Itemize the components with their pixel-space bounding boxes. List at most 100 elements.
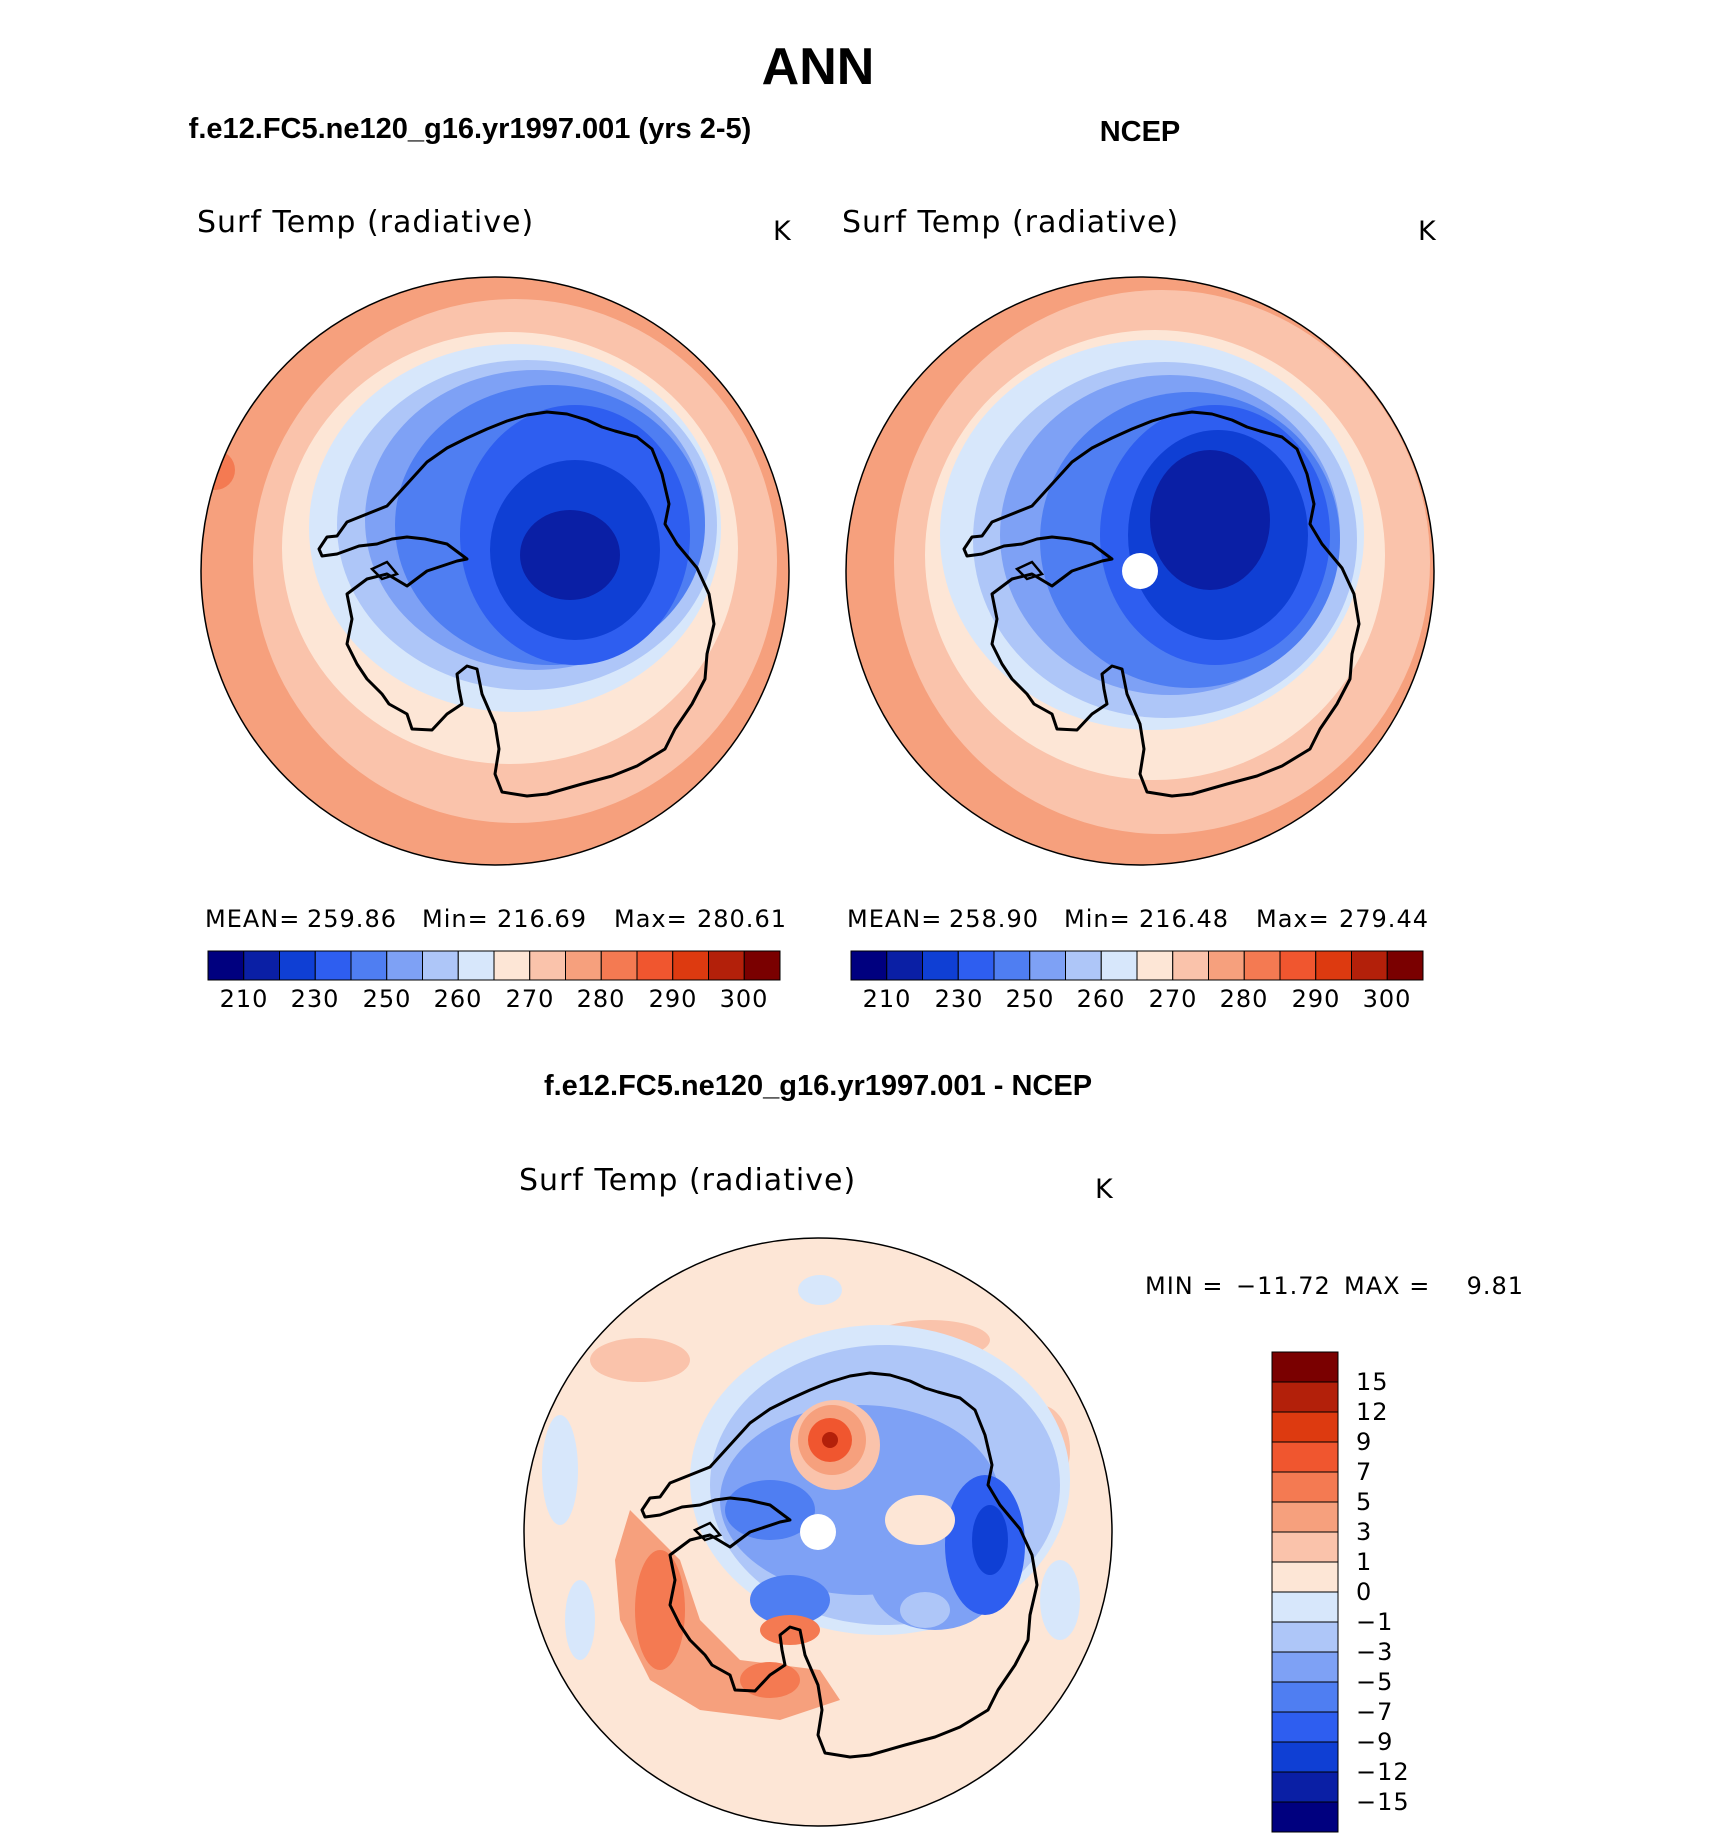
panel-b-map (845, 276, 1435, 866)
panel-c-min-label: MIN = (1145, 1272, 1223, 1300)
panel-a-mean-value: 259.86 (307, 905, 397, 933)
panel-a-colorbar-swatch (493, 950, 531, 981)
panel-c-colorbar-swatch (1271, 1771, 1339, 1803)
panel-b-colorbar (850, 950, 1424, 981)
panel-b-mean-label: MEAN= (847, 905, 942, 933)
panel-b-colorbar-label: 300 (1363, 985, 1412, 1013)
panel-c-colorbar-label: −3 (1356, 1638, 1393, 1666)
panel-c-colorbar-swatch (1271, 1471, 1339, 1503)
panel-c-units: K (1095, 1174, 1114, 1205)
panel-c-colorbar-label: −5 (1356, 1668, 1393, 1696)
panel-a-colorbar-swatch (207, 950, 245, 981)
panel-c-title: f.e12.FC5.ne120_g16.yr1997.001 - NCEP (544, 1070, 1092, 1102)
panel-a-colorbar-swatch (350, 950, 388, 981)
panel-a-colorbar (207, 950, 781, 981)
panel-b-max-value: 279.44 (1339, 905, 1429, 933)
panel-c-colorbar-label: 0 (1356, 1578, 1372, 1606)
panel-a-min-label: Min= (422, 905, 489, 933)
panel-b-colorbar-swatch (886, 950, 923, 981)
panel-b-colorbar-label: 280 (1220, 985, 1269, 1013)
panel-b-colorbar-swatch (1386, 950, 1424, 981)
panel-a-colorbar-swatch (386, 950, 423, 981)
panel-b-colorbar-swatch (1029, 950, 1066, 981)
panel-b-colorbar-label: 260 (1077, 985, 1126, 1013)
panel-c-colorbar-label: −1 (1356, 1608, 1393, 1636)
panel-a-title: f.e12.FC5.ne120_g16.yr1997.001 (yrs 2-5) (189, 113, 752, 145)
panel-a-units: K (773, 216, 792, 247)
panel-a-colorbar-label: 300 (720, 985, 769, 1013)
season-title: ANN (762, 38, 875, 96)
panel-c-colorbar-swatch (1271, 1591, 1339, 1623)
panel-b-max-label: Max= (1256, 905, 1330, 933)
panel-c-map (523, 1237, 1113, 1827)
panel-c-colorbar-swatch (1271, 1801, 1339, 1833)
panel-c-colorbar-swatch (1271, 1681, 1339, 1713)
panel-c-colorbar (1271, 1351, 1339, 1833)
panel-c-colorbar-swatch (1271, 1441, 1339, 1473)
panel-b-colorbar-swatch (1351, 950, 1388, 981)
panel-b-colorbar-swatch (1100, 950, 1138, 981)
panel-c-field-label: Surf Temp (radiative) (519, 1163, 856, 1198)
panel-c-min-value: −11.72 (1236, 1272, 1331, 1300)
panel-a-colorbar-label: 230 (291, 985, 340, 1013)
panel-b-colorbar-swatch (1208, 950, 1245, 981)
panel-b-min-label: Min= (1064, 905, 1131, 933)
panel-b-colorbar-swatch (850, 950, 888, 981)
panel-c-colorbar-swatch (1271, 1381, 1339, 1413)
panel-b-colorbar-swatch (922, 950, 959, 981)
panel-b-min-value: 216.48 (1139, 905, 1229, 933)
panel-a-colorbar-swatch (314, 950, 352, 981)
panel-a-colorbar-label: 290 (649, 985, 698, 1013)
panel-b-colorbar-swatch (957, 950, 995, 981)
panel-b-colorbar-swatch (993, 950, 1031, 981)
panel-c-colorbar-label: 1 (1356, 1548, 1372, 1576)
panel-a-field-label: Surf Temp (radiative) (197, 205, 534, 240)
panel-c-colorbar-swatch (1271, 1711, 1339, 1743)
panel-b-colorbar-label: 270 (1149, 985, 1198, 1013)
panel-a-colorbar-swatch (243, 950, 280, 981)
panel-c-colorbar-swatch (1271, 1741, 1339, 1773)
panel-b-colorbar-swatch (1315, 950, 1352, 981)
panel-a-colorbar-swatch (672, 950, 709, 981)
panel-c-max-label: MAX = (1344, 1272, 1430, 1300)
panel-c-colorbar-label: 5 (1356, 1488, 1372, 1516)
panel-a-colorbar-swatch (529, 950, 566, 981)
panel-b-colorbar-swatch (1243, 950, 1281, 981)
panel-c-colorbar-swatch (1271, 1351, 1339, 1383)
panel-b-colorbar-label: 210 (863, 985, 912, 1013)
panel-b-colorbar-label: 250 (1006, 985, 1055, 1013)
panel-c-max-value: 9.81 (1467, 1272, 1524, 1300)
panel-c-colorbar-swatch (1271, 1651, 1339, 1683)
panel-b-colorbar-swatch (1279, 950, 1317, 981)
panel-b-colorbar-swatch (1136, 950, 1174, 981)
panel-b-units: K (1418, 216, 1437, 247)
panel-c-colorbar-label: −15 (1356, 1788, 1410, 1816)
panel-c-colorbar-swatch (1271, 1411, 1339, 1443)
panel-a-map (200, 276, 790, 866)
panel-c-colorbar-swatch (1271, 1621, 1339, 1653)
panel-b-colorbar-swatch (1065, 950, 1102, 981)
panel-c-colorbar-label: 3 (1356, 1518, 1372, 1546)
panel-a-colorbar-swatch (565, 950, 602, 981)
panel-c-colorbar-label: 9 (1356, 1428, 1372, 1456)
panel-b-colorbar-label: 230 (935, 985, 984, 1013)
panel-a-colorbar-swatch (636, 950, 674, 981)
panel-a-max-label: Max= (614, 905, 688, 933)
panel-a-colorbar-label: 250 (363, 985, 412, 1013)
panel-c-colorbar-swatch (1271, 1561, 1339, 1593)
panel-c-colorbar-swatch (1271, 1501, 1339, 1533)
panel-c-colorbar-label: −9 (1356, 1728, 1393, 1756)
panel-a-max-value: 280.61 (697, 905, 787, 933)
panel-a-colorbar-label: 270 (506, 985, 555, 1013)
panel-b-title: NCEP (1100, 116, 1181, 148)
panel-a-colorbar-swatch (600, 950, 638, 981)
panel-a-colorbar-labels: 210 230 250 260 270 280 290 300 (220, 985, 769, 1013)
panel-b-field-label: Surf Temp (radiative) (842, 205, 1179, 240)
panel-c-colorbar-label: −7 (1356, 1698, 1393, 1726)
panel-c-colorbar-label: 7 (1356, 1458, 1372, 1486)
panel-a-colorbar-swatch (422, 950, 459, 981)
panel-a-colorbar-label: 210 (220, 985, 269, 1013)
panel-c-colorbar-label: −12 (1356, 1758, 1410, 1786)
panel-b-mean-value: 258.90 (949, 905, 1039, 933)
